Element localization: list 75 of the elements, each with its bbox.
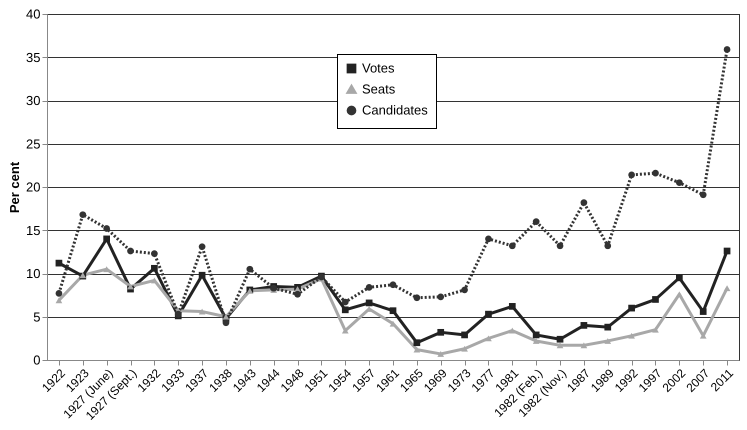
point xyxy=(580,199,588,206)
point xyxy=(56,260,62,266)
y-tick-label: 0 xyxy=(33,352,40,368)
y-tick-label: 30 xyxy=(26,93,40,108)
point xyxy=(79,211,86,218)
legend-label: Votes xyxy=(362,60,396,76)
point xyxy=(127,284,134,290)
point xyxy=(676,274,683,282)
point xyxy=(366,284,372,291)
point xyxy=(414,294,420,302)
y-tick-label: 25 xyxy=(26,136,40,152)
point xyxy=(604,242,612,250)
point xyxy=(556,342,564,348)
point xyxy=(628,332,635,339)
point xyxy=(532,338,540,344)
point xyxy=(294,290,301,298)
point xyxy=(580,342,588,348)
point xyxy=(198,243,206,250)
y-tick-label: 10 xyxy=(26,266,40,281)
point xyxy=(628,172,635,178)
point xyxy=(461,346,468,352)
point xyxy=(652,326,659,333)
point xyxy=(700,308,707,315)
point xyxy=(508,242,516,250)
point xyxy=(198,272,206,279)
point xyxy=(485,310,492,318)
point xyxy=(532,218,540,225)
point xyxy=(652,170,659,177)
point xyxy=(724,248,730,254)
point xyxy=(127,248,134,254)
point xyxy=(508,328,516,334)
point xyxy=(437,351,444,357)
point xyxy=(198,308,206,314)
point xyxy=(580,322,588,329)
point xyxy=(390,281,396,288)
y-tick-label: 20 xyxy=(26,180,40,194)
point xyxy=(604,338,612,344)
point xyxy=(485,236,492,242)
legend-label: Seats xyxy=(362,82,396,96)
point xyxy=(461,332,468,338)
point xyxy=(604,324,612,330)
point xyxy=(461,286,468,294)
point xyxy=(222,319,230,326)
point xyxy=(556,336,564,343)
point xyxy=(676,179,683,186)
legend-label: Candidates xyxy=(362,102,428,118)
point xyxy=(652,296,659,303)
point xyxy=(103,236,110,242)
point xyxy=(342,298,349,306)
point xyxy=(103,225,110,232)
point xyxy=(556,242,564,250)
point xyxy=(151,264,158,272)
point xyxy=(700,191,707,198)
y-tick-label: 15 xyxy=(26,222,40,238)
point xyxy=(56,290,62,297)
y-tick-label: 40 xyxy=(26,6,40,22)
point xyxy=(485,335,492,342)
y-tick-label: 5 xyxy=(33,309,40,324)
point xyxy=(414,339,420,346)
point xyxy=(628,304,635,312)
point xyxy=(56,297,62,304)
point xyxy=(508,303,516,310)
point xyxy=(390,307,396,314)
point xyxy=(151,250,158,257)
point xyxy=(366,300,372,306)
point xyxy=(437,294,444,300)
point xyxy=(437,328,444,336)
point xyxy=(532,332,540,338)
y-axis-title: Per cent xyxy=(7,161,22,214)
point xyxy=(414,346,420,353)
point xyxy=(724,46,730,53)
point xyxy=(724,285,730,292)
y-tick-label: 35 xyxy=(26,50,40,65)
point xyxy=(246,266,254,273)
point xyxy=(342,306,349,314)
